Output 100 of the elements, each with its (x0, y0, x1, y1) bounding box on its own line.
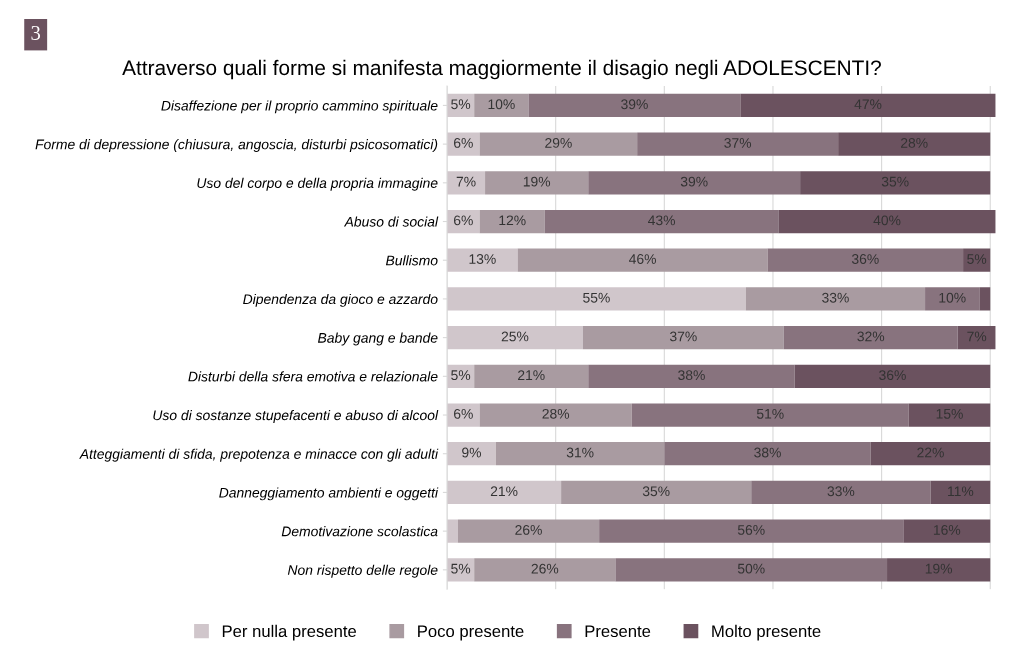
bar (664, 442, 871, 466)
data-label: 5% (967, 254, 987, 264)
bar (447, 403, 480, 427)
data-label: 11% (948, 486, 974, 497)
data-label: 37% (724, 138, 752, 148)
data-label: 15% (936, 408, 963, 419)
bar (447, 248, 518, 272)
data-label: 37% (669, 331, 697, 342)
bar (495, 442, 665, 466)
data-label: 35% (642, 486, 670, 497)
bar (615, 558, 888, 582)
data-label: 33% (822, 292, 849, 303)
data-label: 7% (967, 331, 987, 342)
legend-label: Presente (585, 625, 651, 638)
data-label: 31% (566, 447, 594, 458)
data-label: 6% (454, 138, 473, 148)
data-label: 7% (456, 176, 476, 187)
y-tick-label: Uso di sostanze stupefacenti e abuso di alcool (153, 409, 439, 423)
data-label: 50% (737, 563, 765, 574)
bar (447, 326, 583, 350)
bar (588, 171, 801, 195)
data-label: 5% (451, 370, 471, 381)
data-label: 28% (901, 138, 928, 148)
y-tick-label: Uso del corpo e della propria immagine (197, 177, 438, 191)
bar (800, 171, 991, 195)
bar (447, 209, 480, 234)
bar (517, 248, 768, 272)
data-label: 26% (515, 525, 542, 535)
y-tick-label: Danneggiamento ambienti e oggetti (219, 487, 439, 501)
bar (485, 171, 589, 195)
data-label: 29% (545, 138, 572, 148)
bar (870, 442, 991, 466)
bar (479, 132, 638, 156)
bar (745, 287, 926, 311)
bar (783, 326, 958, 350)
bar (479, 209, 545, 234)
bar (930, 480, 991, 505)
y-tick-label: Abuso di social (343, 216, 439, 227)
bar (751, 480, 931, 505)
data-label: 35% (881, 176, 909, 187)
bar (767, 248, 964, 272)
y-tick-label: Disturbi della sfera emotiva e relazionale (188, 371, 438, 382)
legend-label: Per nulla presente (222, 624, 357, 641)
y-tick-label: Disaffezione per il proprio cammino spirituale (161, 100, 438, 114)
data-label: 36% (851, 254, 879, 264)
bar (479, 403, 632, 427)
bar (631, 403, 909, 427)
bar (887, 558, 991, 582)
data-label: 33% (827, 486, 855, 497)
data-label: 10% (939, 292, 966, 303)
bar (544, 209, 779, 234)
y-tick-label: Non rispetto delle regole (287, 564, 438, 578)
data-label: 28% (542, 408, 570, 419)
data-label: 47% (854, 99, 882, 110)
bar (957, 326, 996, 350)
bar (474, 558, 616, 582)
bar (447, 287, 746, 311)
data-label: 25% (501, 331, 529, 342)
data-label: 43% (648, 215, 676, 226)
data-label: 12% (499, 215, 526, 226)
bar (561, 480, 752, 505)
bar (908, 403, 991, 427)
data-label: 19% (925, 563, 953, 574)
data-label: 39% (621, 99, 648, 110)
data-label: 36% (879, 370, 906, 381)
legend-label: Poco presente (418, 625, 524, 641)
data-label: 13% (469, 254, 496, 264)
bar (457, 519, 600, 543)
bar (925, 287, 980, 311)
data-label: 5% (451, 99, 471, 110)
data-label: 21% (490, 486, 518, 497)
data-label: 26% (531, 563, 559, 574)
bar (474, 364, 589, 388)
bar (903, 519, 991, 543)
data-label: 6% (454, 215, 473, 226)
data-label: 56% (737, 525, 765, 535)
bar (474, 93, 529, 118)
data-label: 46% (629, 254, 656, 264)
bar (979, 287, 991, 311)
bar (588, 364, 795, 388)
bar (447, 442, 496, 466)
y-tick-label: Bullismo (385, 255, 438, 266)
data-label: 38% (678, 370, 705, 381)
data-label: 39% (680, 176, 708, 187)
data-label: 22% (917, 447, 944, 458)
data-label: 6% (454, 408, 473, 419)
bar (838, 132, 991, 156)
data-label: 40% (873, 215, 901, 226)
bar (447, 171, 486, 195)
data-label: 10% (488, 99, 515, 110)
legend-label: Molto presente (712, 624, 821, 641)
y-tick-label: Dipendenza da gioco e azzardo (243, 293, 438, 307)
data-label: 21% (518, 370, 545, 380)
data-label: 19% (523, 176, 551, 187)
bar (794, 364, 991, 388)
bar (740, 93, 996, 118)
bar (778, 209, 996, 234)
y-tick-label: Atteggiamenti di sfida, prepotenza e minacce con gli adulti (79, 448, 439, 462)
bar (637, 132, 839, 156)
bar (447, 480, 562, 505)
